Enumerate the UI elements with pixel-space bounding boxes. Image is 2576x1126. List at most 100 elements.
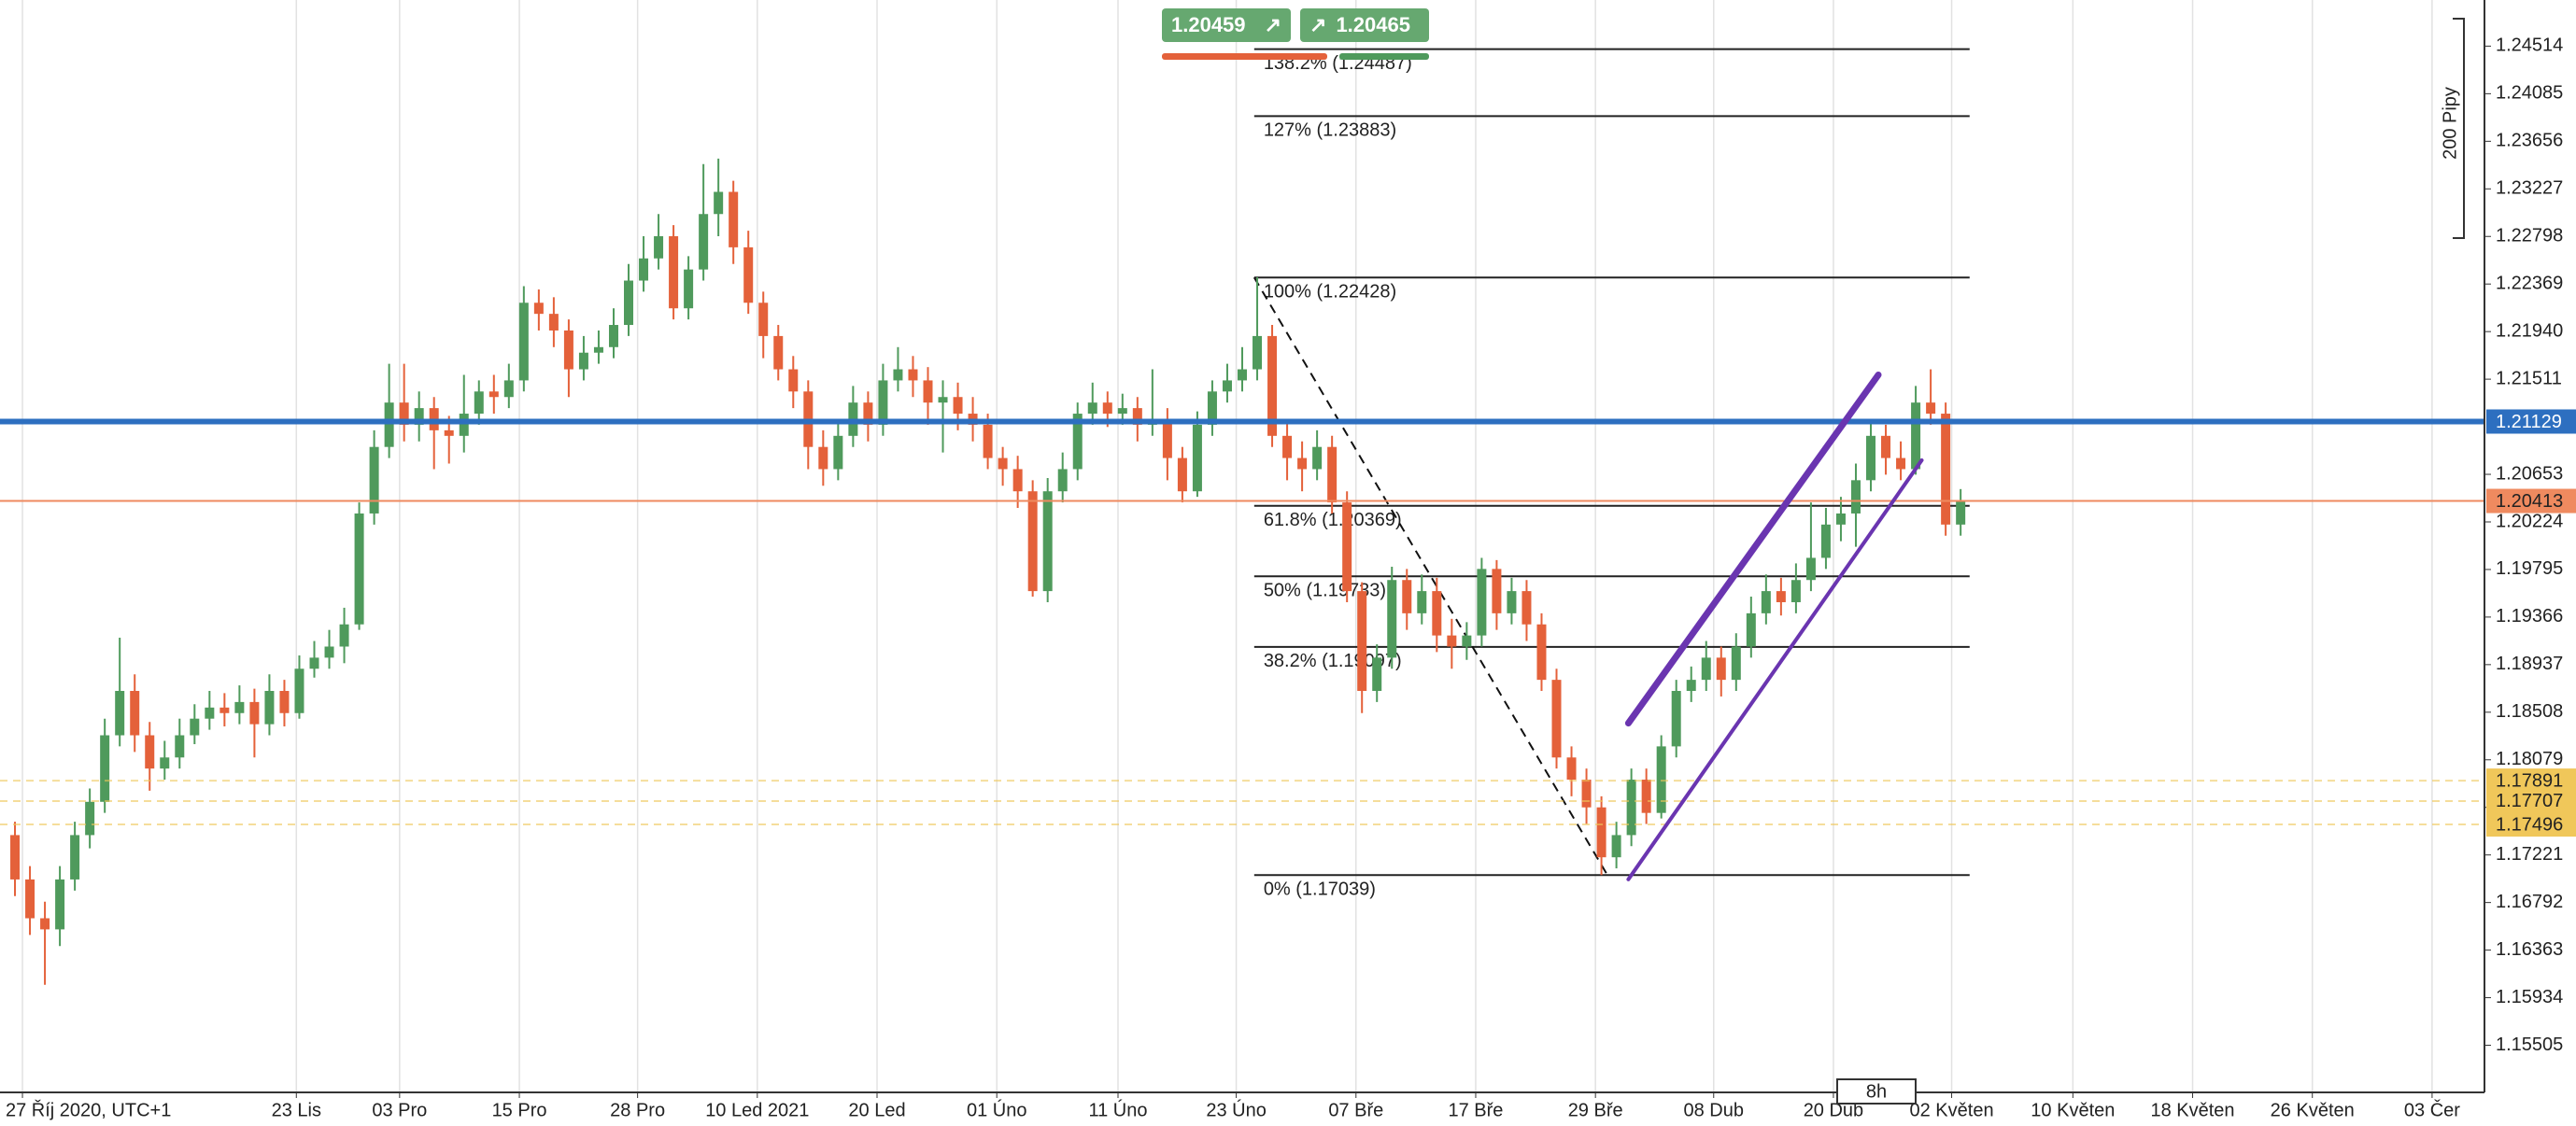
candle-body: [115, 691, 125, 736]
overlay-layer: [0, 371, 2484, 881]
buy-button[interactable]: ↗ 1.20465: [1300, 8, 1429, 42]
candle-body: [264, 691, 275, 725]
y-tick-label: 1.20653: [2496, 463, 2563, 484]
y-tick-label: 1.15505: [2496, 1035, 2563, 1055]
fib-label: 127% (1.23883): [1264, 120, 1396, 141]
candle-body: [459, 414, 469, 436]
candle-body: [1207, 391, 1217, 425]
candle-body: [938, 397, 948, 403]
fib-label: 0% (1.17039): [1264, 880, 1376, 900]
candle-body: [1282, 435, 1293, 458]
candle-body: [145, 735, 155, 769]
x-tick-label: 03 Čer: [2404, 1099, 2460, 1120]
candle-body: [219, 707, 230, 713]
timeframe[interactable]: 8h: [1866, 1081, 1887, 1102]
candle-body: [1222, 380, 1232, 392]
candle-body: [324, 646, 334, 658]
candle-body: [294, 669, 304, 713]
fib-label: 61.8% (1.20369): [1264, 510, 1402, 530]
candle-body: [1941, 414, 1951, 525]
candle-body: [1462, 635, 1472, 647]
x-tick-label: 18 Květen: [2150, 1100, 2234, 1120]
x-tick-label: 27 Říj 2020, UTC+1: [6, 1099, 171, 1120]
candle-body: [130, 691, 140, 736]
level-tag: [2486, 788, 2576, 813]
y-tick-label: 1.19795: [2496, 558, 2563, 579]
candle-body: [1492, 569, 1502, 613]
y-tick-label: 1.21511: [2496, 368, 2562, 388]
candle-body: [503, 380, 514, 398]
level-label: 1.17496: [2496, 814, 2563, 835]
level-tag: [2486, 812, 2576, 837]
candle-body: [1671, 691, 1681, 747]
y-tick-label: 1.15934: [2496, 987, 2563, 1007]
candle-body: [1716, 657, 1726, 681]
y-tick-label: 1.21940: [2496, 320, 2563, 341]
x-tick-label: 10 Led 2021: [705, 1100, 809, 1120]
candle-body: [1087, 402, 1097, 415]
candle-body: [1057, 469, 1068, 492]
candle-body: [249, 701, 260, 725]
candle-body: [923, 380, 933, 403]
level-tag: [2486, 488, 2576, 514]
candle-body: [1656, 746, 1666, 813]
candle-body: [1102, 402, 1112, 415]
y-tick-label: 1.22798: [2496, 226, 2563, 246]
candle-body: [1238, 369, 1247, 381]
y-tick-label: 1.23227: [2496, 178, 2563, 199]
candle-body: [608, 325, 618, 347]
candle-body: [878, 380, 888, 425]
sell-button[interactable]: 1.20459 ↗: [1162, 8, 1291, 42]
candle-body: [729, 191, 739, 247]
candle-body: [518, 303, 529, 381]
candle-body: [474, 391, 484, 415]
candle-body: [1522, 591, 1532, 625]
candle-body: [1402, 580, 1412, 613]
candle-body: [593, 346, 603, 353]
level-tag: [2486, 409, 2576, 434]
x-tick-label: 11 Úno: [1088, 1099, 1147, 1120]
trend-line: [1253, 276, 1608, 876]
candle-body: [773, 335, 784, 370]
timeframe-box[interactable]: [1836, 1078, 1917, 1105]
candle-body: [488, 391, 499, 398]
candle-body: [1956, 500, 1966, 525]
candle-body: [309, 657, 319, 669]
candle-body: [1072, 414, 1083, 470]
candle-body: [788, 369, 799, 392]
level-tag: [2486, 768, 2576, 794]
candle-body: [953, 397, 963, 415]
drawing-layer: 138.2% (1.24487)127% (1.23883)100% (1.22…: [1253, 48, 1970, 900]
candle-body: [55, 879, 65, 930]
candle-body: [1042, 491, 1053, 592]
buy-price[interactable]: 1.20465: [1336, 13, 1410, 36]
candle-body: [1267, 335, 1278, 436]
candle-body: [40, 918, 50, 930]
x-tick-label: 26 Květen: [2271, 1100, 2355, 1120]
axis-layer: 27 Říj 2020, UTC+1 23 Lis 03 Pro 15 Pro 28 P…: [6, 35, 2576, 1120]
x-tick-label: 15 Pro: [492, 1100, 547, 1120]
candle-body: [818, 446, 828, 470]
candle-body: [714, 191, 724, 215]
level-label: 1.17707: [2496, 791, 2563, 811]
level-label: 1.21129: [2496, 412, 2562, 432]
fib-label: 38.2% (1.19097): [1264, 651, 1402, 671]
y-tick-label: 1.20224: [2496, 511, 2563, 531]
candle-body: [1551, 680, 1562, 758]
candle-body: [85, 801, 95, 836]
sell-price[interactable]: 1.20459: [1171, 13, 1246, 36]
channel-line: [1624, 371, 1882, 727]
candle-body: [1012, 469, 1023, 492]
candle-body: [1805, 557, 1816, 581]
candle-layer: [10, 158, 1966, 985]
y-tick-label: 1.22369: [2496, 273, 2563, 293]
candle-body: [1253, 335, 1263, 370]
candle-body: [444, 429, 454, 436]
candle-body: [639, 258, 649, 281]
measure-label: 200 Pipy: [2440, 87, 2460, 160]
candle-body: [1686, 680, 1696, 692]
candle-body: [1911, 402, 1921, 470]
candle-body: [1776, 591, 1786, 602]
x-tick-label: 23 Úno: [1206, 1099, 1267, 1120]
candle-body: [1701, 657, 1711, 681]
